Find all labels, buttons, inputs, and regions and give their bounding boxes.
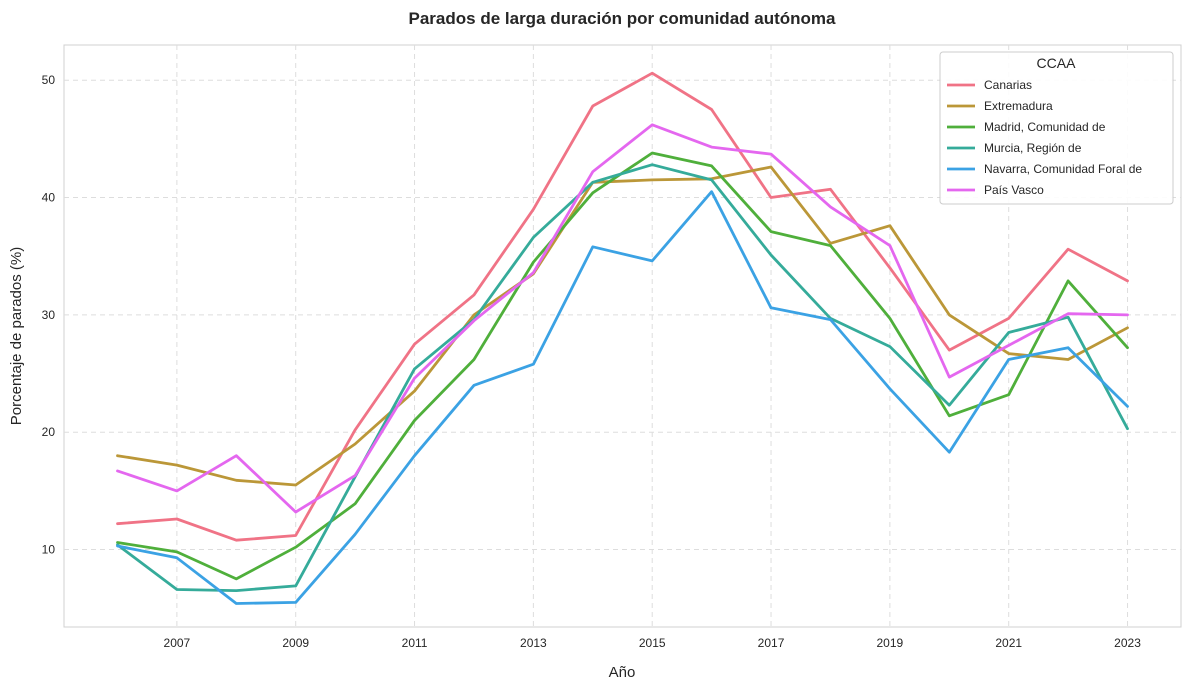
y-tick-label: 40 <box>42 191 56 205</box>
x-tick-label: 2023 <box>1114 636 1141 650</box>
y-tick-label: 20 <box>42 425 56 439</box>
legend-entry-label: País Vasco <box>984 183 1044 197</box>
series-line-5 <box>116 123 1129 514</box>
x-tick-label: 2007 <box>164 636 191 650</box>
x-tick-label: 2013 <box>520 636 547 650</box>
legend-entry-label: Murcia, Región de <box>984 141 1082 155</box>
legend-entry-label: Madrid, Comunidad de <box>984 120 1106 134</box>
series-lines <box>116 71 1129 605</box>
y-tick-label: 50 <box>42 73 56 87</box>
series-line-1 <box>116 165 1129 487</box>
y-tick-label: 30 <box>42 308 56 322</box>
legend-entry-label: Navarra, Comunidad Foral de <box>984 162 1142 176</box>
x-tick-label: 2015 <box>639 636 666 650</box>
legend-title: CCAA <box>1037 55 1077 71</box>
series-line-3 <box>116 163 1129 592</box>
y-tick-label: 10 <box>42 543 56 557</box>
chart-title: Parados de larga duración por comunidad … <box>409 9 837 28</box>
x-tick-label: 2019 <box>877 636 904 650</box>
legend-entry-label: Canarias <box>984 78 1032 92</box>
series-line-4 <box>116 190 1129 605</box>
y-axis-label: Porcentaje de parados (%) <box>8 247 25 425</box>
x-tick-label: 2021 <box>995 636 1022 650</box>
legend-entry-label: Extremadura <box>984 99 1053 113</box>
legend: CCAA Canarias Extremadura Madrid, Comunida… <box>939 51 1174 205</box>
legend-items: Canarias Extremadura Madrid, Comunidad de M… <box>947 78 1142 197</box>
x-axis-label: Año <box>609 664 636 681</box>
x-tick-label: 2009 <box>282 636 309 650</box>
x-tick-label: 2017 <box>758 636 785 650</box>
tick-labels: 2007 2009 2011 2013 2015 2017 2019 2021 2023 10 20… <box>42 73 1142 650</box>
x-tick-label: 2011 <box>402 636 428 650</box>
legend-box <box>939 51 1174 205</box>
series-line-0 <box>116 71 1129 542</box>
